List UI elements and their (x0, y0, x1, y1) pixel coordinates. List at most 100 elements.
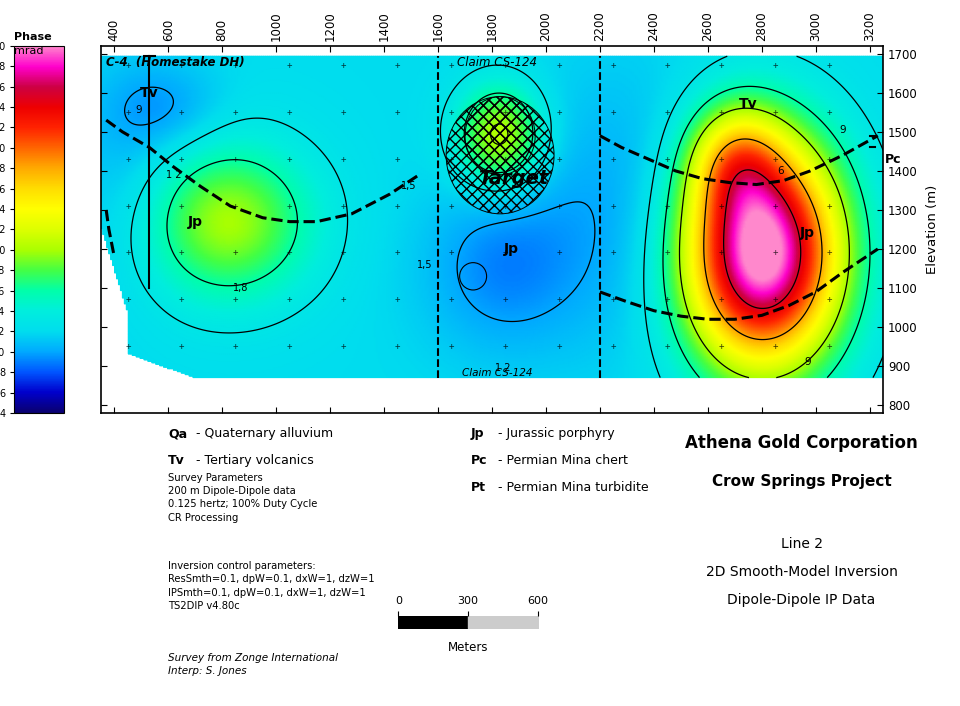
Text: +: + (233, 249, 238, 258)
Text: Jp: Jp (503, 242, 518, 256)
Text: - Quaternary alluvium: - Quaternary alluvium (192, 427, 333, 440)
Text: +: + (719, 201, 724, 210)
Text: +: + (449, 342, 454, 351)
Text: +: + (827, 155, 832, 164)
Text: +: + (719, 108, 724, 116)
Text: +: + (287, 342, 293, 351)
Text: +: + (611, 295, 616, 304)
Text: +: + (557, 249, 563, 258)
Text: +: + (395, 201, 400, 210)
Text: +: + (664, 249, 670, 258)
Text: +: + (449, 155, 454, 164)
Y-axis label: Elevation (m): Elevation (m) (926, 185, 939, 274)
Text: +: + (557, 108, 563, 116)
Text: +: + (125, 201, 131, 210)
Text: Tv: Tv (140, 85, 158, 100)
Text: - Jurassic porphyry: - Jurassic porphyry (494, 427, 615, 440)
Text: +: + (827, 249, 832, 258)
Text: Pt: Pt (470, 481, 486, 493)
Text: Line 2: Line 2 (780, 537, 823, 551)
Text: +: + (395, 155, 400, 164)
Text: Survey Parameters
200 m Dipole-Dipole data
0.125 hertz; 100% Duty Cycle
CR Proce: Survey Parameters 200 m Dipole-Dipole da… (168, 473, 318, 522)
Text: +: + (611, 342, 616, 351)
Text: Target: Target (478, 169, 549, 189)
Text: +: + (395, 295, 400, 304)
Text: +: + (341, 342, 347, 351)
Text: +: + (827, 201, 832, 210)
Text: +: + (773, 295, 778, 304)
Text: +: + (341, 201, 347, 210)
Text: +: + (341, 295, 347, 304)
Text: +: + (611, 249, 616, 258)
Text: Pc: Pc (884, 152, 901, 166)
Text: +: + (773, 61, 778, 70)
Text: 2D Smooth-Model Inversion: 2D Smooth-Model Inversion (706, 565, 898, 579)
Text: +: + (664, 342, 670, 351)
Text: +: + (449, 295, 454, 304)
Text: +: + (287, 249, 293, 258)
Text: 1 2: 1 2 (495, 363, 511, 373)
Text: +: + (611, 61, 616, 70)
Text: 9: 9 (804, 357, 811, 367)
Text: - Tertiary volcanics: - Tertiary volcanics (192, 454, 314, 467)
Text: +: + (557, 201, 563, 210)
Text: +: + (611, 155, 616, 164)
Text: +: + (233, 61, 238, 70)
Text: +: + (827, 61, 832, 70)
Text: Meters: Meters (447, 641, 489, 654)
Text: Jp: Jp (470, 427, 484, 440)
Text: +: + (503, 249, 508, 258)
Text: +: + (827, 295, 832, 304)
Text: +: + (611, 201, 616, 210)
Text: +: + (125, 61, 131, 70)
Text: +: + (125, 155, 131, 164)
Text: +: + (287, 201, 293, 210)
Text: +: + (557, 61, 563, 70)
Text: 1,5: 1,5 (400, 181, 416, 191)
Text: +: + (341, 155, 347, 164)
Text: Jp: Jp (800, 227, 815, 240)
Text: +: + (773, 249, 778, 258)
Text: +: + (719, 295, 724, 304)
Text: Crow Springs Project: Crow Springs Project (711, 474, 892, 489)
Text: +: + (395, 342, 400, 351)
Text: +: + (503, 342, 508, 351)
Text: +: + (180, 295, 184, 304)
Text: +: + (557, 155, 563, 164)
Text: +: + (180, 108, 184, 116)
Text: +: + (449, 108, 454, 116)
Text: Phase: Phase (14, 32, 52, 42)
Text: +: + (449, 61, 454, 70)
Text: +: + (503, 201, 508, 210)
Text: +: + (341, 108, 347, 116)
Text: +: + (395, 61, 400, 70)
Text: +: + (773, 342, 778, 351)
Text: +: + (664, 155, 670, 164)
Text: 1,8: 1,8 (233, 283, 249, 293)
Text: +: + (395, 108, 400, 116)
Text: Tv: Tv (168, 454, 184, 467)
Text: Inversion control parameters:
ResSmth=0.1, dpW=0.1, dxW=1, dzW=1
IPSmth=0.1, dpW: Inversion control parameters: ResSmth=0.… (168, 561, 374, 611)
Text: Claim CS-124: Claim CS-124 (457, 56, 538, 68)
Text: +: + (449, 201, 454, 210)
Text: +: + (664, 61, 670, 70)
Text: +: + (125, 342, 131, 351)
Text: 9: 9 (839, 125, 846, 135)
Text: +: + (180, 342, 184, 351)
Text: +: + (180, 201, 184, 210)
Text: Pc: Pc (470, 454, 487, 467)
Text: Claim CS-124: Claim CS-124 (462, 368, 533, 378)
Text: +: + (125, 108, 131, 116)
Text: mrad: mrad (14, 47, 44, 56)
Text: Jp: Jp (188, 215, 203, 229)
Text: +: + (773, 155, 778, 164)
Text: +: + (125, 249, 131, 258)
Text: Tv: Tv (739, 97, 757, 112)
Text: 6: 6 (778, 166, 784, 176)
Text: Qa: Qa (168, 427, 187, 440)
Text: +: + (773, 108, 778, 116)
Text: +: + (557, 342, 563, 351)
Text: +: + (395, 249, 400, 258)
Text: +: + (611, 108, 616, 116)
Text: C-4  (Homestake DH): C-4 (Homestake DH) (107, 56, 245, 68)
